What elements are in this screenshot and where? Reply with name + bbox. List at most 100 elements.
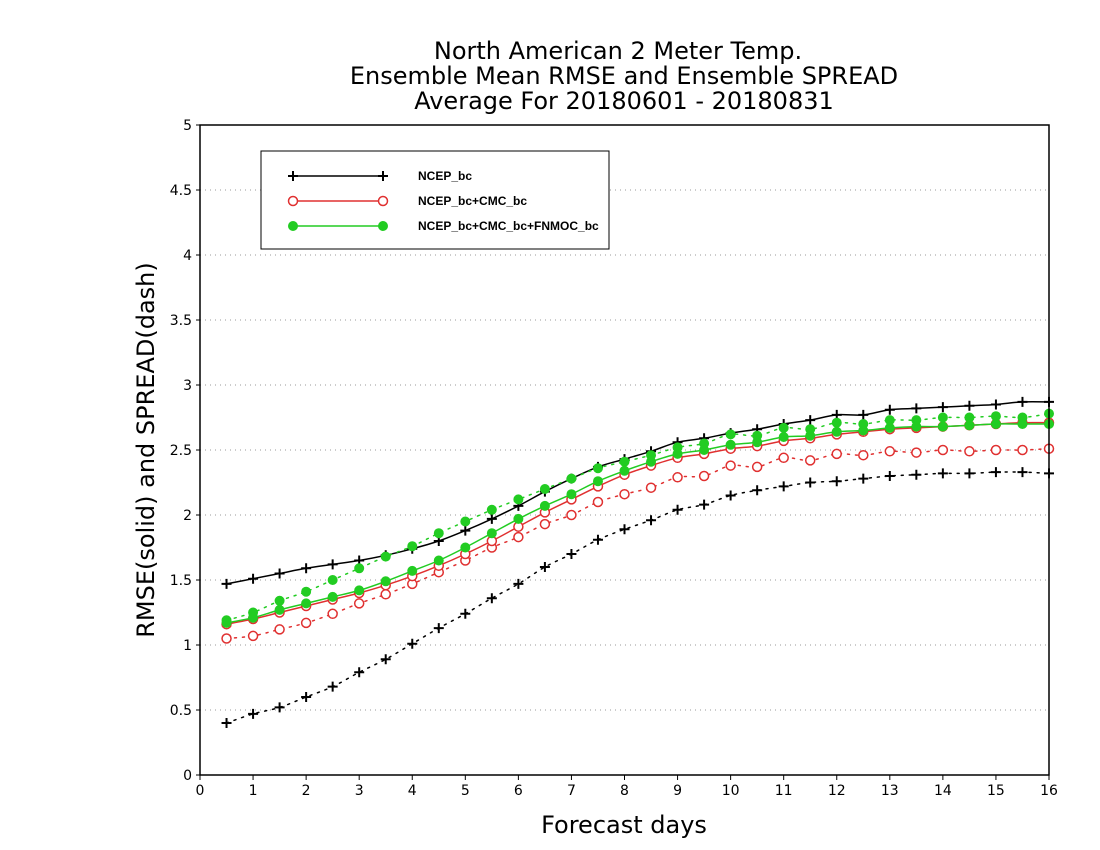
spread-point-ncep-bc-cmc-bc — [221, 633, 232, 644]
x-tick-label: 1 — [249, 783, 258, 799]
rmse-point-ncep-bc-cmc-bc-fnmoc-bc — [301, 598, 312, 609]
spread-point-ncep-bc — [725, 490, 736, 501]
x-tick-label: 7 — [567, 783, 576, 799]
spread-point-ncep-bc-cmc-bc — [380, 589, 391, 600]
legend-marker-left-ncep-bc-cmc-bc-fnmoc-bc — [288, 221, 298, 231]
legend: NCEP_bc NCEP_bc+CMC_bc NCEP_bc+CMC_bc+FNMO… — [260, 150, 610, 250]
spread-point-ncep-bc — [858, 473, 869, 484]
rmse-point-ncep-bc-cmc-bc-fnmoc-bc — [805, 430, 816, 441]
y-tick-label: 3.5 — [170, 313, 192, 329]
rmse-point-ncep-bc-cmc-bc-fnmoc-bc — [990, 419, 1001, 429]
legend-marker-left-ncep-bc — [288, 171, 298, 181]
x-tick-label: 11 — [775, 783, 793, 799]
spread-point-ncep-bc-cmc-bc-fnmoc-bc — [274, 595, 285, 606]
spread-point-ncep-bc-cmc-bc — [858, 449, 869, 461]
spread-point-ncep-bc-cmc-bc-fnmoc-bc — [380, 551, 391, 562]
rmse-point-ncep-bc — [911, 403, 922, 414]
spread-point-ncep-bc-cmc-bc — [937, 444, 949, 456]
legend-label-ncep-bc-cmc-bc: NCEP_bc+CMC_bc — [418, 194, 527, 208]
rmse-point-ncep-bc-cmc-bc-fnmoc-bc — [778, 432, 789, 442]
legend-marker-right-ncep-bc-cmc-bc-fnmoc-bc — [378, 221, 388, 231]
rmse-point-ncep-bc — [460, 525, 471, 536]
rmse-point-ncep-bc-cmc-bc-fnmoc-bc — [407, 565, 418, 576]
spread-point-ncep-bc-cmc-bc — [539, 518, 551, 530]
x-tick-label: 9 — [673, 783, 682, 799]
rmse-point-ncep-bc — [805, 415, 816, 426]
spread-point-ncep-bc — [990, 467, 1001, 478]
spread-point-ncep-bc — [752, 485, 763, 496]
spread-point-ncep-bc — [619, 524, 630, 535]
spread-point-ncep-bc-cmc-bc — [672, 472, 683, 483]
spread-point-ncep-bc-cmc-bc-fnmoc-bc — [301, 586, 312, 597]
spread-point-ncep-bc — [911, 469, 922, 480]
spread-point-ncep-bc — [1017, 467, 1028, 478]
chart-title-line-3: Average For 20180601 - 20180831 — [414, 87, 834, 115]
rmse-point-ncep-bc — [221, 578, 232, 589]
rmse-point-ncep-bc-cmc-bc-fnmoc-bc — [327, 591, 338, 602]
spread-point-ncep-bc-cmc-bc-fnmoc-bc — [566, 473, 577, 484]
spread-point-ncep-bc-cmc-bc-fnmoc-bc — [619, 456, 630, 467]
spread-point-ncep-bc-cmc-bc-fnmoc-bc — [433, 528, 444, 539]
chart-title-line-1: North American 2 Meter Temp. — [434, 37, 802, 65]
rmse-point-ncep-bc-cmc-bc-fnmoc-bc — [884, 422, 895, 433]
rmse-point-ncep-bc-cmc-bc-fnmoc-bc — [433, 555, 444, 566]
spread-point-ncep-bc — [592, 534, 603, 545]
rmse-point-ncep-bc — [486, 513, 497, 524]
spread-line-ncep-bc-cmc-bc — [225, 447, 1050, 640]
spread-point-ncep-bc — [433, 623, 444, 634]
rmse-point-ncep-bc-cmc-bc-fnmoc-bc — [248, 612, 259, 623]
spread-point-ncep-bc — [380, 654, 391, 665]
spread-point-ncep-bc-cmc-bc-fnmoc-bc — [831, 417, 842, 428]
spread-point-ncep-bc — [646, 515, 657, 526]
spread-point-ncep-bc-cmc-bc — [566, 509, 577, 521]
legend-marker-right-ncep-bc-cmc-bc — [377, 195, 389, 207]
spread-point-ncep-bc — [566, 549, 577, 559]
spread-point-ncep-bc-cmc-bc — [884, 446, 896, 457]
rmse-point-ncep-bc-cmc-bc-fnmoc-bc — [513, 513, 524, 524]
x-tick-label: 0 — [196, 783, 205, 799]
spread-point-ncep-bc-cmc-bc-fnmoc-bc — [725, 429, 736, 440]
spread-point-ncep-bc — [486, 593, 497, 604]
spread-point-ncep-bc — [460, 608, 471, 619]
x-tick-label: 3 — [355, 783, 364, 799]
y-tick-label: 4.5 — [170, 183, 192, 199]
rmse-point-ncep-bc — [248, 573, 259, 584]
rmse-point-ncep-bc-cmc-bc-fnmoc-bc — [646, 456, 657, 467]
rmse-point-ncep-bc-cmc-bc-fnmoc-bc — [486, 528, 497, 539]
series-ncep-bc — [221, 396, 1054, 728]
rmse-point-ncep-bc — [274, 568, 285, 579]
rmse-point-ncep-bc-cmc-bc-fnmoc-bc — [566, 489, 577, 500]
spread-point-ncep-bc — [513, 578, 524, 589]
spread-point-ncep-bc-cmc-bc — [1017, 444, 1028, 456]
legend-label-ncep-bc: NCEP_bc — [418, 169, 472, 183]
x-tick-label: 4 — [408, 783, 417, 799]
y-tick-label: 2 — [183, 508, 192, 524]
legend-label-ncep-bc-cmc-bc-fnmoc-bc: NCEP_bc+CMC_bc+FNMOC_bc — [418, 219, 599, 233]
y-tick-label: 4 — [183, 248, 192, 264]
x-tick-label: 2 — [302, 783, 311, 799]
rmse-point-ncep-bc-cmc-bc-fnmoc-bc — [699, 445, 710, 455]
rmse-point-ncep-bc — [1017, 396, 1028, 407]
spread-point-ncep-bc-cmc-bc — [513, 531, 524, 543]
rmse-point-ncep-bc-cmc-bc-fnmoc-bc — [1017, 419, 1028, 429]
rmse-point-ncep-bc-cmc-bc-fnmoc-bc — [354, 585, 365, 596]
rmse-point-ncep-bc-cmc-bc-fnmoc-bc — [858, 425, 869, 436]
x-tick-label: 15 — [987, 783, 1005, 799]
spread-point-ncep-bc-cmc-bc — [990, 444, 1002, 456]
series-layer — [221, 396, 1055, 728]
spread-point-ncep-bc-cmc-bc — [698, 470, 710, 482]
x-tick-label: 5 — [461, 783, 470, 799]
spread-point-ncep-bc-cmc-bc — [804, 455, 816, 466]
rmse-point-ncep-bc-cmc-bc-fnmoc-bc — [937, 421, 948, 432]
spread-point-ncep-bc-cmc-bc — [964, 446, 975, 457]
spread-point-ncep-bc — [937, 468, 948, 479]
spread-point-ncep-bc-cmc-bc — [831, 448, 842, 460]
spread-point-ncep-bc-cmc-bc-fnmoc-bc — [407, 541, 418, 552]
rmse-point-ncep-bc-cmc-bc-fnmoc-bc — [672, 448, 683, 459]
spread-point-ncep-bc — [301, 692, 312, 702]
chart-title-block: North American 2 Meter Temp. Ensemble Me… — [350, 37, 898, 115]
rmse-point-ncep-bc-cmc-bc-fnmoc-bc — [274, 604, 285, 615]
spread-point-ncep-bc — [884, 471, 895, 481]
x-tick-label: 12 — [828, 783, 846, 799]
x-tick-label: 6 — [514, 783, 523, 799]
